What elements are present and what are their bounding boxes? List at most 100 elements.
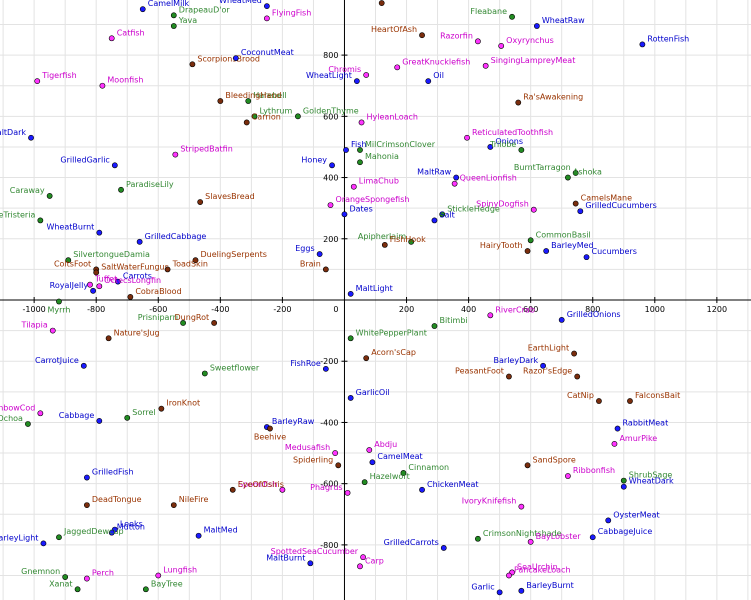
point-label: CommonBasil [536, 230, 591, 239]
point-label: Spoonfish [238, 480, 277, 489]
point-label: SilvertongueDamia [73, 250, 150, 259]
data-point [217, 98, 224, 104]
point-label: Nature'sJug [114, 328, 160, 337]
point-label: CamelMilk [148, 0, 190, 8]
data-point [335, 462, 342, 469]
data-point [96, 229, 103, 236]
point-label: Fleabane [470, 7, 507, 16]
data-point [589, 534, 596, 541]
point-label: QueenLionfish [460, 174, 517, 183]
point-label: MaltBurnt [266, 553, 305, 562]
data-point [366, 447, 373, 453]
point-label: DuelingSerpents [201, 250, 267, 259]
point-label: BarleyBurnt [526, 581, 573, 590]
point-label: Xanat [49, 579, 73, 588]
data-point [34, 78, 41, 85]
point-label: Beehive [254, 433, 286, 442]
point-label: Oil [433, 71, 444, 80]
data-point [83, 575, 90, 582]
point-label: BayLobster [536, 532, 582, 541]
point-label: Salt [439, 210, 454, 219]
point-label: DeadTongue [92, 495, 142, 504]
data-point [170, 23, 177, 29]
point-label: Onions [495, 137, 523, 146]
data-point [158, 405, 165, 412]
data-point [408, 238, 415, 245]
point-label: IronKnot [166, 399, 200, 408]
point-label: Yava [178, 16, 197, 25]
data-point [96, 418, 103, 424]
data-point [347, 290, 354, 297]
point-label: NileFire [179, 495, 209, 504]
data-point [527, 538, 534, 545]
data-point [614, 425, 621, 432]
data-point [62, 574, 69, 580]
point-label: MaltRaw [417, 168, 451, 177]
point-label: CabbageJuice [598, 527, 653, 536]
data-point [540, 362, 546, 369]
data-point [394, 64, 401, 71]
data-point [558, 316, 565, 323]
point-label: Sorrel [132, 408, 155, 417]
data-point [453, 174, 460, 181]
point-label: Trilobe [489, 140, 516, 149]
data-point [347, 335, 354, 342]
point-label: Caraway [10, 186, 45, 195]
data-point [620, 477, 627, 484]
point-label: ParadiseLily [126, 180, 174, 189]
point-label: StripedBatfin [180, 145, 232, 154]
point-label: OctecsLongfin [104, 276, 161, 285]
data-point [232, 55, 239, 62]
data-point [381, 241, 388, 248]
point-label: ChickenMeat [427, 480, 478, 489]
data-point [115, 278, 121, 285]
point-label: Garlic [471, 582, 494, 591]
data-point [99, 82, 106, 89]
data-point [96, 283, 103, 290]
point-label: WhitePepperPlant [356, 328, 427, 337]
data-point [263, 3, 270, 10]
data-point [475, 38, 481, 45]
y-tick-label: 800 [323, 51, 338, 60]
point-label: Razorfin [440, 31, 473, 40]
data-point [295, 113, 301, 120]
data-point [279, 486, 286, 493]
data-point [360, 554, 366, 561]
point-label: EyeOfOsiris [238, 480, 284, 489]
data-point [80, 362, 87, 369]
x-tick-label: -600 [149, 305, 167, 314]
data-point [142, 586, 149, 593]
data-point [164, 266, 171, 273]
point-label: SeaUrchin [517, 562, 558, 571]
data-point [627, 398, 633, 404]
data-point [83, 474, 90, 481]
data-point [170, 502, 177, 509]
data-point [572, 170, 579, 176]
point-label: CamelsMane [581, 194, 632, 203]
data-point [332, 450, 339, 456]
point-label: WheatDark [629, 477, 674, 486]
data-point [482, 62, 489, 69]
data-point [229, 486, 236, 493]
point-label: NefertarisCrown [387, 0, 452, 2]
point-label: GarlicOil [356, 388, 390, 397]
data-point [487, 144, 494, 150]
point-label: GoldenThyme [303, 106, 359, 115]
point-label: RainbowCod [0, 403, 35, 412]
data-point [211, 320, 218, 326]
point-label: Tuffet [94, 275, 117, 284]
data-point [353, 78, 360, 85]
data-point [439, 211, 446, 218]
data-point [307, 560, 314, 567]
point-label: Cabbage [59, 411, 95, 420]
data-point [344, 489, 351, 496]
point-label: CatNip [567, 391, 594, 400]
y-tick-label: -600 [320, 480, 338, 489]
point-label: Tilapia [21, 321, 48, 330]
x-tick-label: -200 [273, 305, 291, 314]
point-label: Oxyrynchus [506, 36, 554, 45]
y-tick-label: 600 [323, 112, 338, 121]
data-point [172, 151, 179, 158]
point-label: Lythrum [259, 106, 292, 115]
